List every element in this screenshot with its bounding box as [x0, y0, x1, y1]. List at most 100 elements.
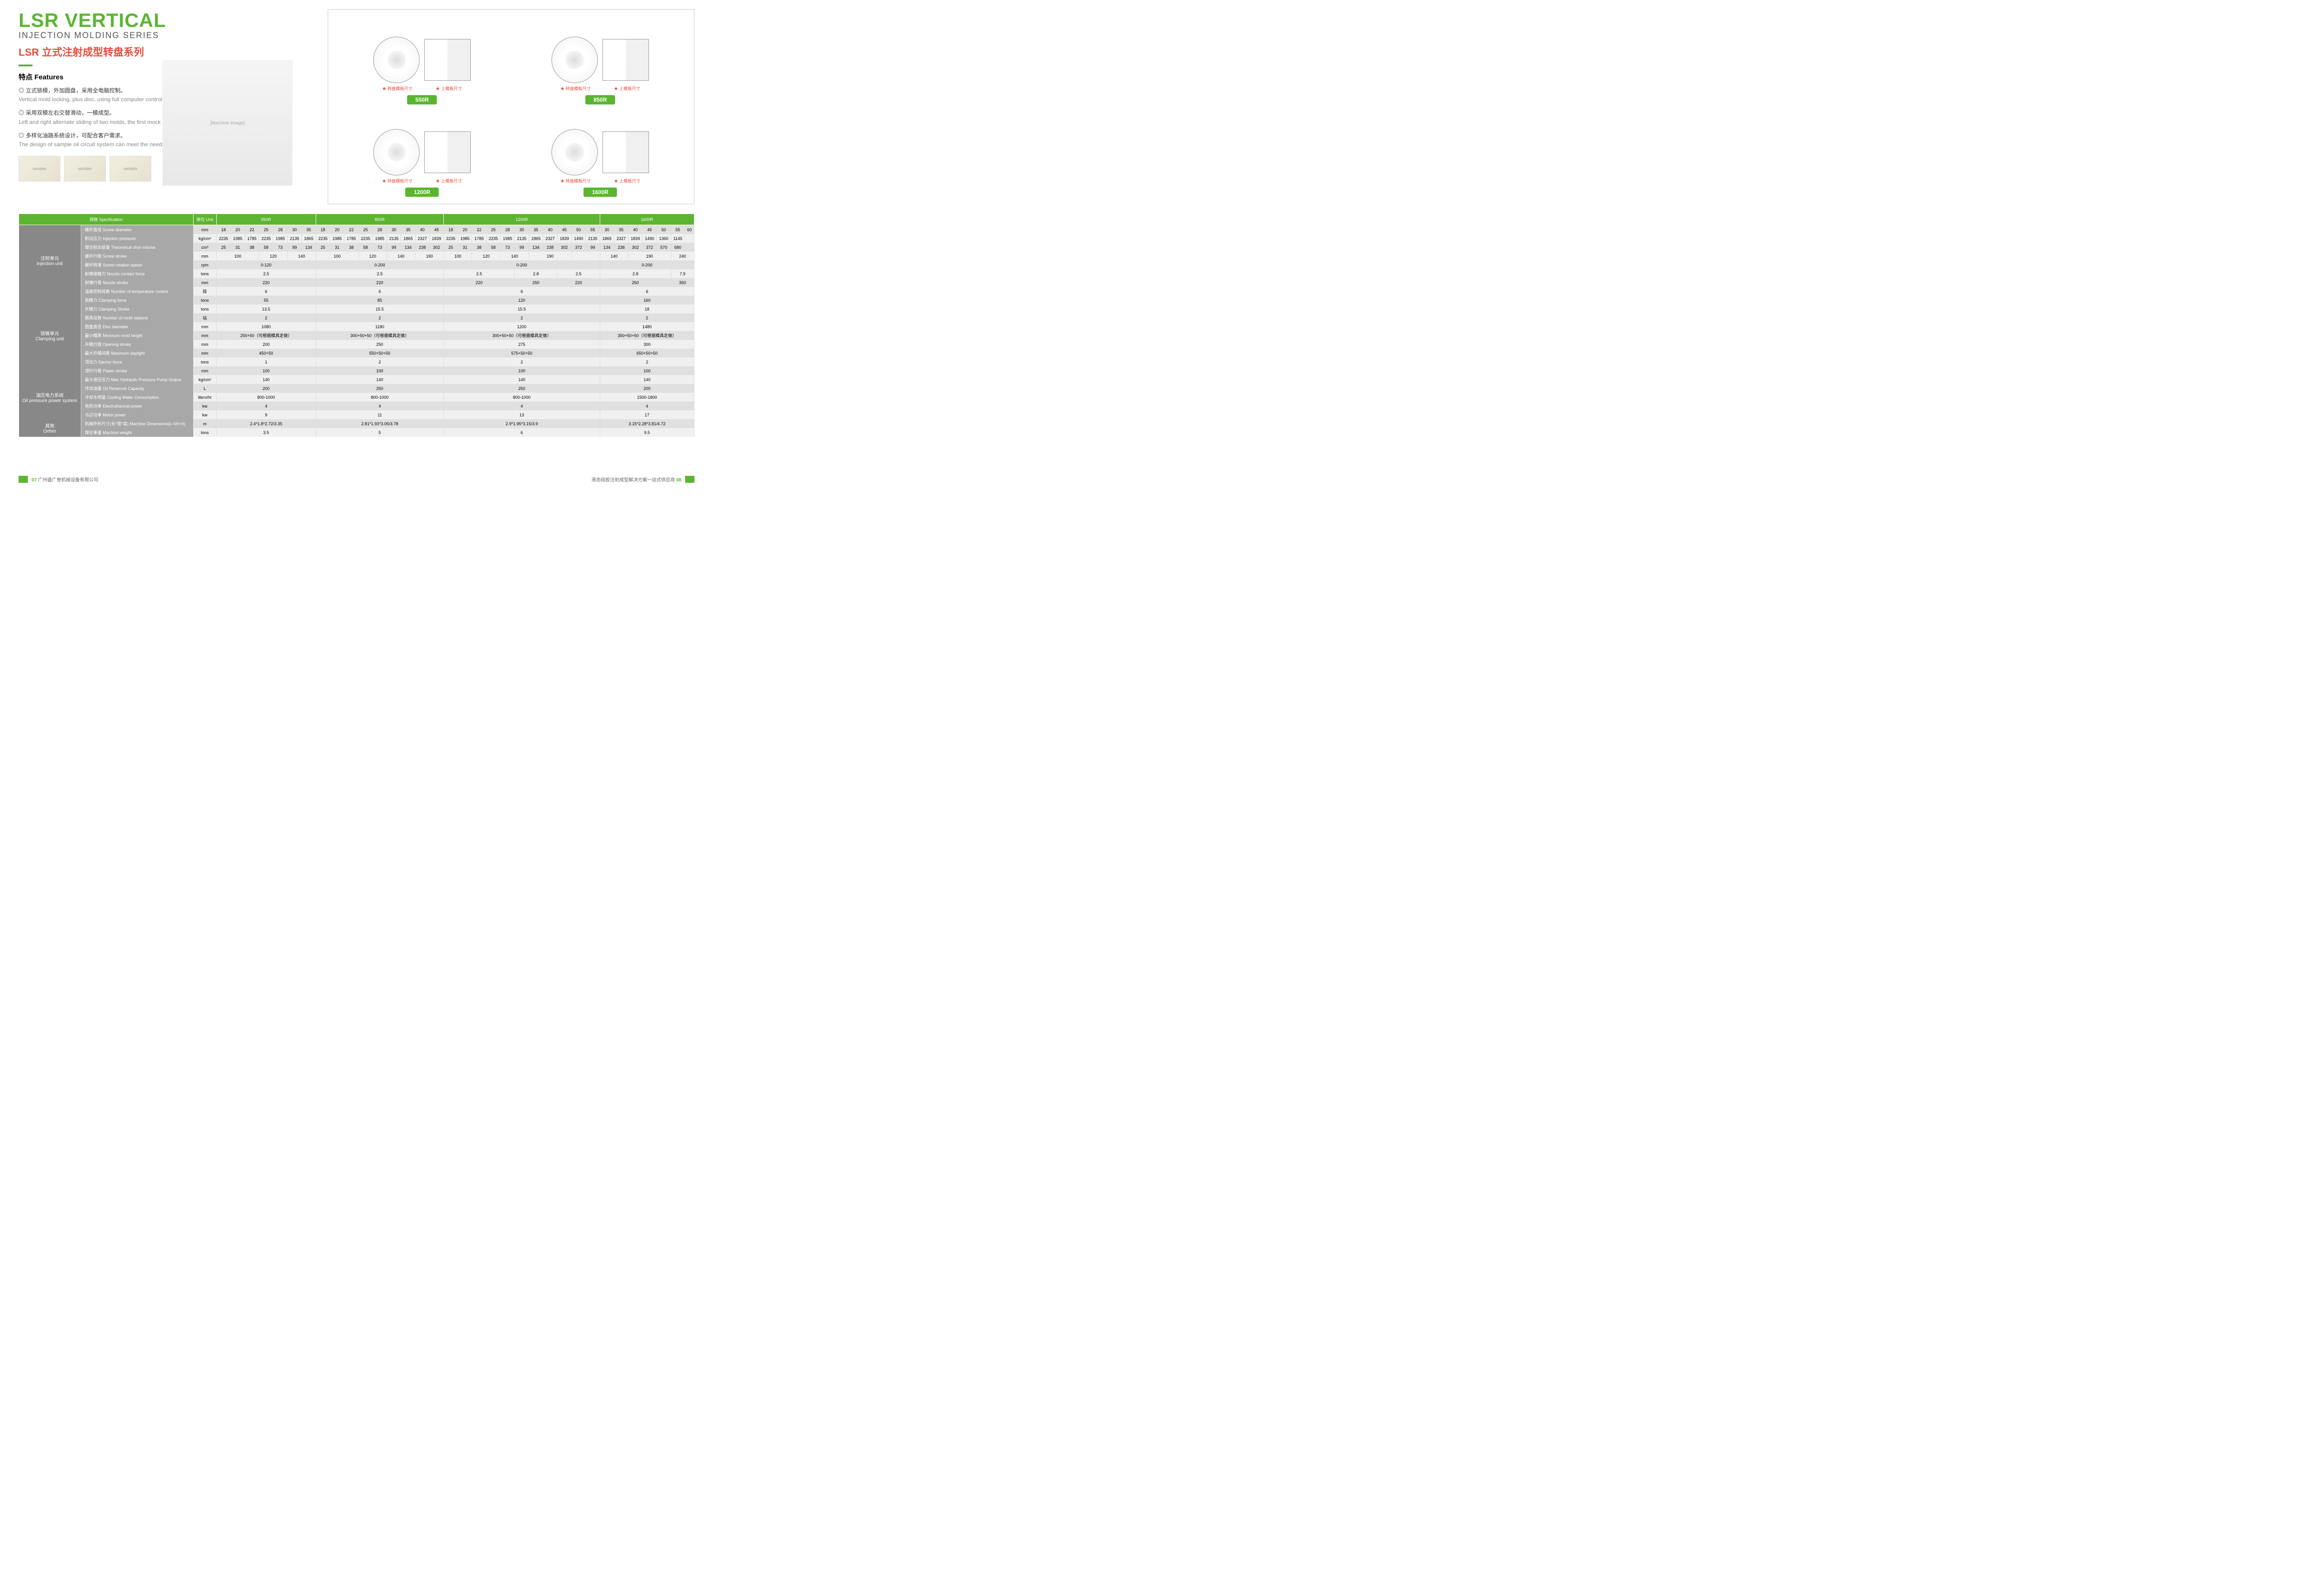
spec-value: 30	[287, 225, 302, 234]
spec-value: 238	[415, 243, 430, 252]
spec-value: 275	[444, 340, 600, 349]
spec-value: 6	[216, 287, 316, 296]
disc-diagram	[373, 129, 420, 175]
spec-label: 螺杆直径 Screw diameter	[81, 225, 193, 234]
spec-value: 35	[529, 225, 543, 234]
spec-value: 20	[458, 225, 472, 234]
spec-value: 2.5	[316, 269, 443, 278]
spec-value: 190	[529, 252, 571, 260]
spec-value: 1865	[401, 234, 415, 243]
spec-value: 1145	[671, 234, 685, 243]
table-row: 注射单元Injection unit螺杆直径 Screw diametermm1…	[19, 225, 694, 234]
spec-value: 73	[273, 243, 288, 252]
spec-value: 35	[302, 225, 316, 234]
spec-value: 7.9	[671, 269, 694, 278]
spec-value: 50	[657, 225, 671, 234]
spec-value: 2135	[387, 234, 401, 243]
spec-value: 30	[387, 225, 401, 234]
spec-value: 200	[216, 384, 316, 393]
spec-value: 200	[600, 384, 694, 393]
spec-value: 2235	[358, 234, 373, 243]
model-badge: 850R	[585, 95, 616, 104]
spec-value: 1985	[500, 234, 515, 243]
spec-value: 73	[500, 243, 515, 252]
spec-value: 2235	[259, 234, 273, 243]
spec-value: 18	[216, 225, 231, 234]
thumb-2: samples	[64, 156, 106, 182]
spec-value: 4	[216, 402, 316, 410]
spec-value: 2.9*1.95*3.15/3.9	[444, 419, 600, 428]
spec-value: 220	[216, 278, 316, 287]
spec-value: 1	[216, 357, 316, 366]
spec-value: 2235	[216, 234, 231, 243]
spec-label: 作动油量 Oil Reservoir Capacity	[81, 384, 193, 393]
spec-value: 55	[586, 225, 600, 234]
spec-value: 1839	[628, 234, 642, 243]
spec-label: 理论重量 Machine weight	[81, 428, 193, 437]
table-row: 理论射出容量 Theoretical shot volumecm³2531385…	[19, 243, 694, 252]
spec-value: 2135	[515, 234, 529, 243]
spec-value: 2	[600, 357, 694, 366]
spec-value	[685, 234, 694, 243]
spec-value: 25	[358, 225, 373, 234]
spec-value: 372	[571, 243, 586, 252]
table-row: 马达功率 Motor powerkw9111317	[19, 410, 694, 419]
spec-value: 58	[358, 243, 373, 252]
spec-value: 25	[316, 243, 330, 252]
disc-diagram	[373, 37, 420, 83]
table-row: 开模行程 Opening strokemm200250275300	[19, 340, 694, 349]
thumb-1: samples	[19, 156, 60, 182]
table-row: 顶针行程 Platen strokemm100100100100	[19, 366, 694, 375]
spec-value: 250	[316, 384, 443, 393]
spec-value: 28	[373, 225, 387, 234]
platen-diagram	[424, 131, 471, 173]
spec-value: 6	[316, 287, 443, 296]
spec-unit: kw	[193, 410, 216, 419]
spec-value: 2235	[316, 234, 330, 243]
spec-value: 1865	[529, 234, 543, 243]
spec-value: 100	[600, 366, 694, 375]
spec-value: 45	[429, 225, 444, 234]
spec-value: 134	[401, 243, 415, 252]
spec-label: 圆盘直径 Disc diameter	[81, 322, 193, 331]
spec-value: 31	[330, 243, 344, 252]
disc-diagram	[551, 129, 598, 175]
spec-label: 开模力 Clamping Stroke	[81, 305, 193, 313]
thumb-3: samples	[110, 156, 151, 182]
spec-label: 螺杆行程 Screw stroke	[81, 252, 193, 260]
spec-value: 220	[316, 278, 443, 287]
spec-value: 800-1000	[216, 393, 316, 402]
spec-value: 25	[259, 225, 273, 234]
spec-value: 100	[444, 366, 600, 375]
spec-value: 1785	[245, 234, 259, 243]
spec-value: 2.5	[557, 269, 600, 278]
spec-value: 302	[557, 243, 571, 252]
spec-value: 140	[444, 375, 600, 384]
spec-value: 200	[216, 340, 316, 349]
spec-value: 1985	[330, 234, 344, 243]
spec-value: 550+50+50	[316, 349, 443, 357]
spec-value: 9	[216, 410, 316, 419]
spec-value: 2.4*1.8*2.72/3.35	[216, 419, 316, 428]
spec-value: 1865	[600, 234, 614, 243]
spec-label: 顶针行程 Platen stroke	[81, 366, 193, 375]
platen-diagram	[424, 39, 471, 81]
table-row: 开模力 Clamping Stroketons13.515.515.518	[19, 305, 694, 313]
spec-value: 99	[586, 243, 600, 252]
spec-value: 2.8	[600, 269, 671, 278]
spec-value: 300+50+50（可根据模具定做）	[316, 331, 443, 340]
spec-value: 2	[444, 313, 600, 322]
table-row: 顶出力 Ejector forcetons1222	[19, 357, 694, 366]
table-row: 电热功率 Electrothermal powerkw4444	[19, 402, 694, 410]
table-row: 最小模厚 Minimum mold heightmm250+50（可根据模具定做…	[19, 331, 694, 340]
disc-diagram	[551, 37, 598, 83]
table-row: 射出压力 Injection pressurekg/cm²22351985178…	[19, 234, 694, 243]
spec-value: 2135	[586, 234, 600, 243]
spec-value: 250+50（可根据模具定做）	[216, 331, 316, 340]
spec-value: 1180	[316, 322, 443, 331]
spec-value: 55	[671, 225, 685, 234]
spec-value: 1360	[657, 234, 671, 243]
spec-value: 73	[373, 243, 387, 252]
spec-value: 100	[316, 252, 358, 260]
spec-unit: mm	[193, 252, 216, 260]
